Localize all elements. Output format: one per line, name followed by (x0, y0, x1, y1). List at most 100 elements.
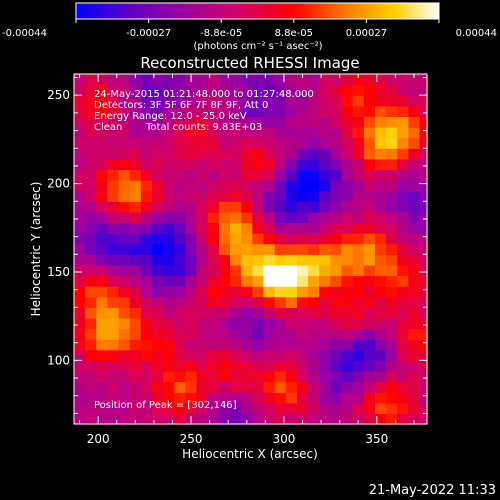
heatmap-cell (386, 84, 398, 96)
heatmap-cell (408, 264, 421, 277)
heatmap-cell (419, 254, 428, 266)
heatmap-cell (252, 264, 265, 277)
heatmap-cell (196, 211, 209, 224)
heatmap-cell (397, 328, 410, 340)
heatmap-cell (174, 169, 187, 181)
heatmap-cell (152, 339, 164, 351)
heatmap-cell (230, 360, 242, 372)
heatmap-cell (152, 370, 164, 383)
heatmap-cell (397, 137, 410, 149)
heatmap-cell (129, 127, 142, 139)
heatmap-cell (330, 286, 343, 298)
heatmap-cell (140, 264, 153, 277)
heatmap-cell (118, 180, 131, 192)
heatmap-cell (185, 127, 198, 139)
heatmap-cell (241, 148, 253, 160)
heatmap-cell (207, 349, 220, 361)
heatmap-cell (140, 339, 153, 351)
heatmap-cell (107, 413, 120, 425)
heatmap-cell (74, 190, 86, 202)
heatmap-cell (352, 95, 365, 107)
heatmap-cell (374, 360, 387, 372)
heatmap-cell (319, 360, 331, 372)
heatmap-cell (118, 127, 131, 139)
heatmap-cell (374, 286, 387, 298)
heatmap-cell (230, 254, 242, 266)
heatmap-cell (129, 158, 142, 171)
heatmap-cell (352, 392, 365, 404)
heatmap-cell (85, 381, 97, 393)
heatmap-cell (207, 158, 220, 171)
heatmap-cell (185, 296, 198, 308)
heatmap-cell (163, 95, 175, 107)
heatmap-cell (118, 286, 131, 298)
heatmap-cell (207, 254, 220, 266)
heatmap-cell (296, 148, 309, 160)
heatmap-cell (296, 137, 309, 149)
heatmap-cell (408, 381, 421, 393)
heatmap-cell (218, 201, 231, 213)
heatmap-cell (363, 222, 376, 234)
heatmap-cell (419, 275, 428, 287)
heatmap-cell (218, 254, 231, 266)
heatmap-cell (152, 180, 164, 192)
heatmap-cell (196, 243, 209, 255)
heatmap-cell (218, 190, 231, 202)
heatmap-cell (408, 233, 421, 245)
heatmap-cell (274, 349, 287, 361)
colorbar: -0.00044 -0.00027 -8.8e-05 8.8e-05 0.00027 0.… (2, 2, 497, 52)
colorbar-units-label: (photons cm⁻² s⁻¹ asec⁻²) (193, 41, 322, 52)
heatmap-cell (386, 243, 398, 255)
heatmap-cell (96, 137, 109, 149)
heatmap-cell (118, 381, 131, 393)
heatmap-cell (263, 360, 276, 372)
heatmap-cell (341, 254, 354, 266)
heatmap-cell (296, 402, 309, 414)
heatmap-cell (408, 84, 421, 96)
heatmap-cell (163, 127, 175, 139)
heatmap-cell (363, 296, 376, 308)
heatmap-cell (397, 74, 410, 86)
heatmap-cell (252, 349, 265, 361)
heatmap-cell (296, 116, 309, 128)
heatmap-cell (74, 95, 86, 107)
heatmap-cell (74, 169, 86, 181)
heatmap-cell (252, 339, 265, 351)
heatmap-cell (386, 402, 398, 414)
heatmap-cell (386, 264, 398, 277)
heatmap-cell (252, 317, 265, 330)
heatmap-cell (285, 360, 298, 372)
heatmap-cell (263, 392, 276, 404)
heatmap-cell (252, 148, 265, 160)
heatmap-cell (397, 296, 410, 308)
heatmap-cell (374, 180, 387, 192)
heatmap-cell (274, 286, 287, 298)
heatmap-cell (118, 275, 131, 287)
heatmap-cell (185, 158, 198, 171)
heatmap-cell (363, 180, 376, 192)
heatmap-cell (185, 307, 198, 319)
heatmap-cell (296, 349, 309, 361)
heatmap-cell (308, 116, 320, 128)
heatmap-cell (107, 370, 120, 383)
heatmap-cell (241, 328, 253, 340)
heatmap-cell (218, 211, 231, 224)
heatmap-cell (308, 349, 320, 361)
heatmap-cell (85, 105, 97, 118)
heatmap-cell (218, 233, 231, 245)
heatmap-cell (341, 275, 354, 287)
heatmap-cell (230, 402, 242, 414)
heatmap-cell (386, 95, 398, 107)
heatmap-cell (285, 286, 298, 298)
heatmap-cell (140, 381, 153, 393)
heatmap-cell (319, 158, 331, 171)
heatmap-cell (85, 222, 97, 234)
heatmap-cell (96, 349, 109, 361)
heatmap-cell (296, 127, 309, 139)
heatmap-cell (319, 116, 331, 128)
heatmap-cell (196, 402, 209, 414)
heatmap-cell (107, 158, 120, 171)
heatmap-cell (308, 105, 320, 118)
heatmap-cell (196, 296, 209, 308)
heatmap-cell (196, 233, 209, 245)
